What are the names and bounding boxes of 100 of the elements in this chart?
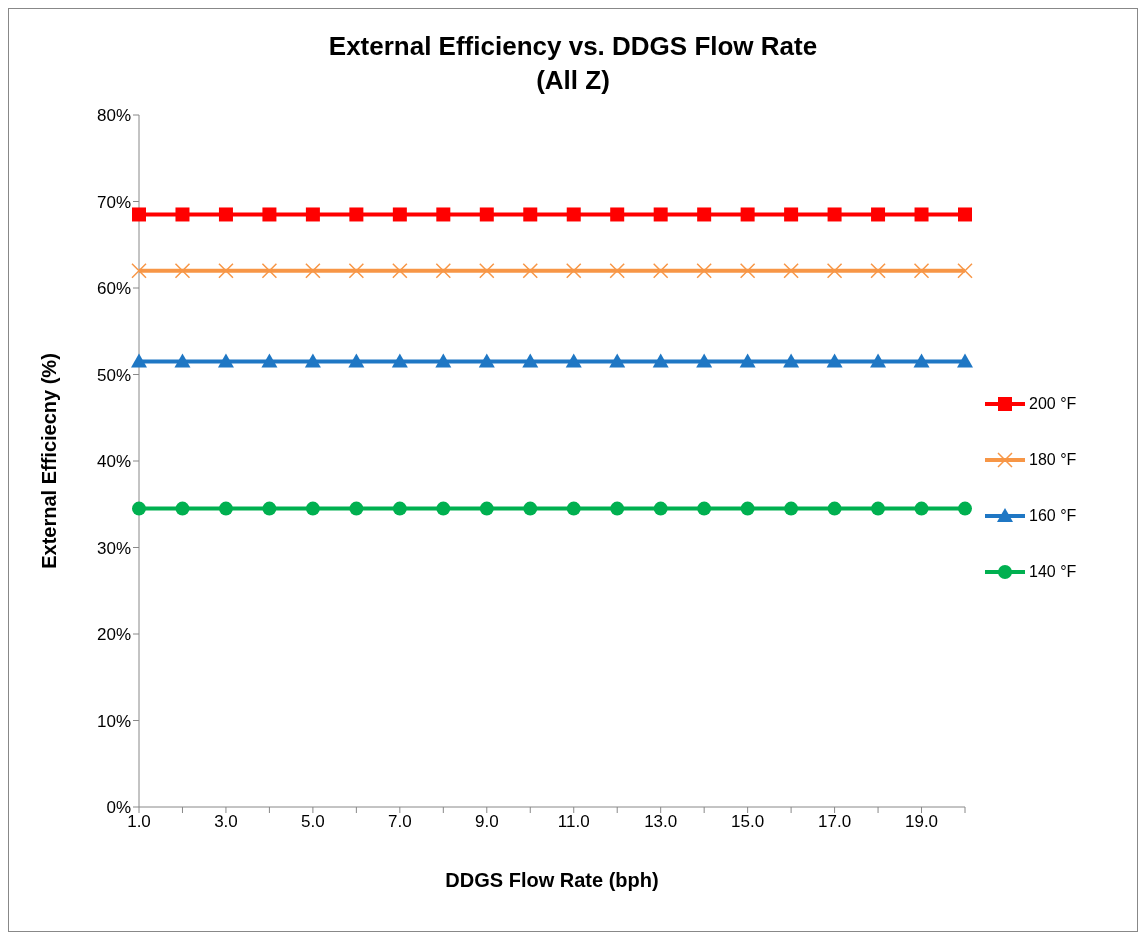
point bbox=[392, 262, 408, 279]
point bbox=[566, 207, 581, 222]
point bbox=[565, 262, 582, 279]
point bbox=[609, 262, 625, 279]
y-tick-label: 10% bbox=[96, 711, 131, 731]
y-tick-label: 80% bbox=[96, 106, 131, 126]
point bbox=[349, 207, 364, 222]
point bbox=[523, 501, 538, 516]
x-tick-label: 19.0 bbox=[904, 812, 939, 832]
legend-label: 140 °F bbox=[1029, 563, 1077, 581]
point bbox=[610, 207, 625, 222]
point bbox=[652, 353, 669, 368]
point bbox=[305, 501, 320, 516]
point bbox=[391, 353, 408, 368]
point bbox=[653, 207, 668, 222]
point bbox=[783, 353, 800, 368]
point bbox=[435, 262, 452, 279]
point bbox=[217, 353, 234, 368]
point bbox=[610, 501, 625, 516]
point bbox=[957, 353, 973, 368]
x-tick-label: 13.0 bbox=[644, 812, 678, 832]
point bbox=[175, 207, 190, 222]
point bbox=[827, 207, 842, 222]
point bbox=[478, 353, 495, 368]
point bbox=[914, 207, 929, 222]
point bbox=[479, 262, 495, 279]
point bbox=[913, 262, 930, 279]
point bbox=[609, 353, 626, 368]
point bbox=[784, 207, 799, 222]
x-tick-label: 15.0 bbox=[731, 812, 765, 832]
legend-label: 200 °F bbox=[1029, 395, 1077, 413]
point bbox=[957, 262, 973, 279]
point bbox=[739, 262, 756, 279]
x-tick-label: 5.0 bbox=[301, 812, 325, 832]
point bbox=[783, 262, 799, 279]
x-axis-title: DDGS Flow Rate (bph) bbox=[445, 869, 659, 891]
point bbox=[392, 207, 407, 222]
chart-subtitle: (All Z) bbox=[535, 64, 611, 97]
x-tick-label: 11.0 bbox=[557, 812, 590, 832]
point bbox=[870, 353, 887, 368]
point bbox=[304, 353, 321, 368]
y-tick-label: 30% bbox=[96, 538, 131, 558]
point bbox=[479, 501, 494, 516]
x-tick-label: 1.0 bbox=[127, 812, 151, 832]
y-tick-label: 60% bbox=[96, 279, 131, 299]
point bbox=[958, 207, 972, 222]
point bbox=[305, 262, 321, 279]
point bbox=[740, 501, 755, 516]
point bbox=[696, 262, 712, 279]
point bbox=[913, 353, 930, 368]
point bbox=[871, 207, 886, 222]
point bbox=[696, 353, 713, 368]
point bbox=[523, 207, 538, 222]
legend-label: 180 °F bbox=[1029, 451, 1077, 469]
point bbox=[739, 353, 756, 368]
y-axis-title: External Efficiecny (%) bbox=[38, 353, 61, 569]
point bbox=[131, 262, 147, 279]
point bbox=[262, 207, 277, 222]
x-tick-label: 17.0 bbox=[818, 812, 852, 832]
point bbox=[305, 207, 320, 222]
point bbox=[218, 501, 233, 516]
legend-label: 160 °F bbox=[1029, 507, 1077, 525]
point bbox=[870, 262, 886, 279]
y-tick-label: 20% bbox=[96, 625, 131, 645]
point bbox=[436, 207, 451, 222]
point bbox=[740, 207, 755, 222]
y-tick-label: 70% bbox=[96, 192, 131, 212]
point bbox=[827, 501, 842, 516]
x-tick-label: 3.0 bbox=[214, 812, 238, 832]
point bbox=[522, 353, 539, 368]
point bbox=[479, 207, 494, 222]
y-tick-label: 50% bbox=[96, 365, 131, 385]
point bbox=[174, 262, 191, 279]
point bbox=[653, 501, 668, 516]
point bbox=[652, 262, 669, 279]
point bbox=[566, 501, 581, 516]
point bbox=[174, 353, 191, 368]
point bbox=[218, 207, 233, 222]
point bbox=[262, 501, 277, 516]
point bbox=[522, 262, 539, 279]
point bbox=[392, 501, 407, 516]
chart-title: External Efficiency vs. DDGS Flow Rate bbox=[327, 30, 819, 63]
point bbox=[348, 262, 365, 279]
point bbox=[218, 262, 234, 279]
x-tick-label: 9.0 bbox=[474, 812, 499, 832]
point bbox=[826, 353, 843, 368]
point bbox=[697, 207, 712, 222]
point bbox=[132, 207, 146, 222]
point bbox=[435, 353, 452, 368]
point bbox=[784, 501, 799, 516]
point bbox=[914, 501, 929, 516]
x-tick-label: 7.0 bbox=[388, 812, 412, 832]
point bbox=[958, 501, 972, 516]
point bbox=[826, 262, 843, 279]
y-tick-label: 40% bbox=[96, 452, 131, 472]
point bbox=[131, 353, 147, 368]
point bbox=[349, 501, 364, 516]
point bbox=[436, 501, 451, 516]
point bbox=[132, 501, 146, 516]
point bbox=[565, 353, 582, 368]
